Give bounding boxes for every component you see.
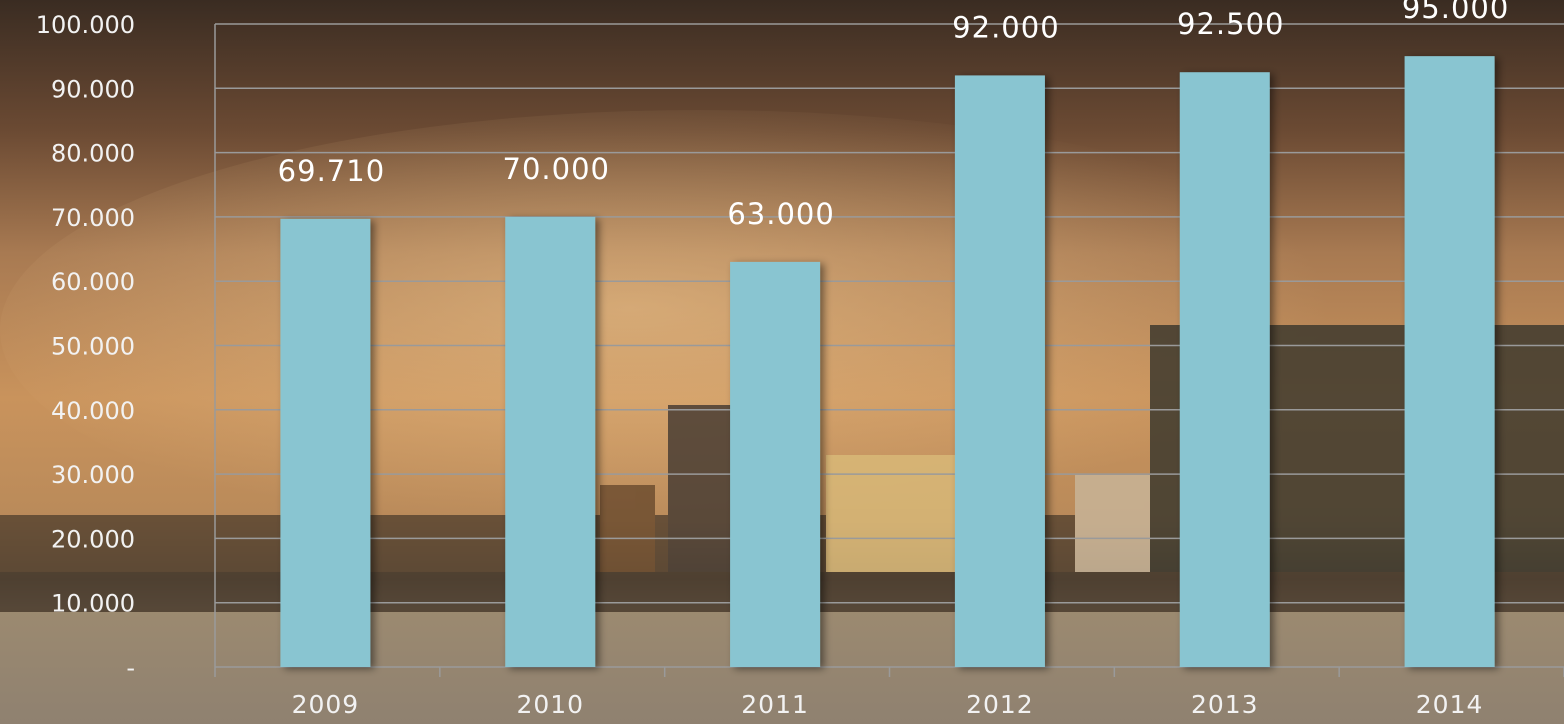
x-tick-label: 2012 xyxy=(966,690,1034,719)
x-tick-label: 2014 xyxy=(1416,690,1484,719)
bar xyxy=(1179,72,1270,668)
bar xyxy=(505,216,596,667)
y-tick-label: 10.000 xyxy=(51,590,135,618)
x-tick-label: 2011 xyxy=(741,690,809,719)
value-label: 92.500 xyxy=(1177,7,1284,41)
value-label: 63.000 xyxy=(727,197,834,231)
bar xyxy=(1404,56,1495,667)
y-tick-label: 70.000 xyxy=(51,204,135,232)
value-label: 95.000 xyxy=(1402,0,1509,25)
y-tick-label: - xyxy=(126,654,135,682)
y-tick-label: 40.000 xyxy=(51,397,135,425)
value-label: 69.710 xyxy=(278,154,385,188)
y-tick-label: 50.000 xyxy=(51,333,135,361)
value-label: 92.000 xyxy=(952,10,1059,44)
bar xyxy=(730,261,821,667)
x-tick-label: 2009 xyxy=(292,690,360,719)
y-tick-label: 60.000 xyxy=(51,268,135,296)
y-tick-label: 30.000 xyxy=(51,461,135,489)
x-tick-label: 2013 xyxy=(1191,690,1259,719)
x-tick-label: 2010 xyxy=(516,690,584,719)
bar xyxy=(954,75,1045,667)
y-tick-label: 100.000 xyxy=(36,11,135,39)
value-label: 70.000 xyxy=(503,152,610,186)
y-tick-label: 90.000 xyxy=(51,75,135,103)
y-tick-label: 80.000 xyxy=(51,140,135,168)
bar xyxy=(280,218,371,667)
y-tick-label: 20.000 xyxy=(51,525,135,553)
